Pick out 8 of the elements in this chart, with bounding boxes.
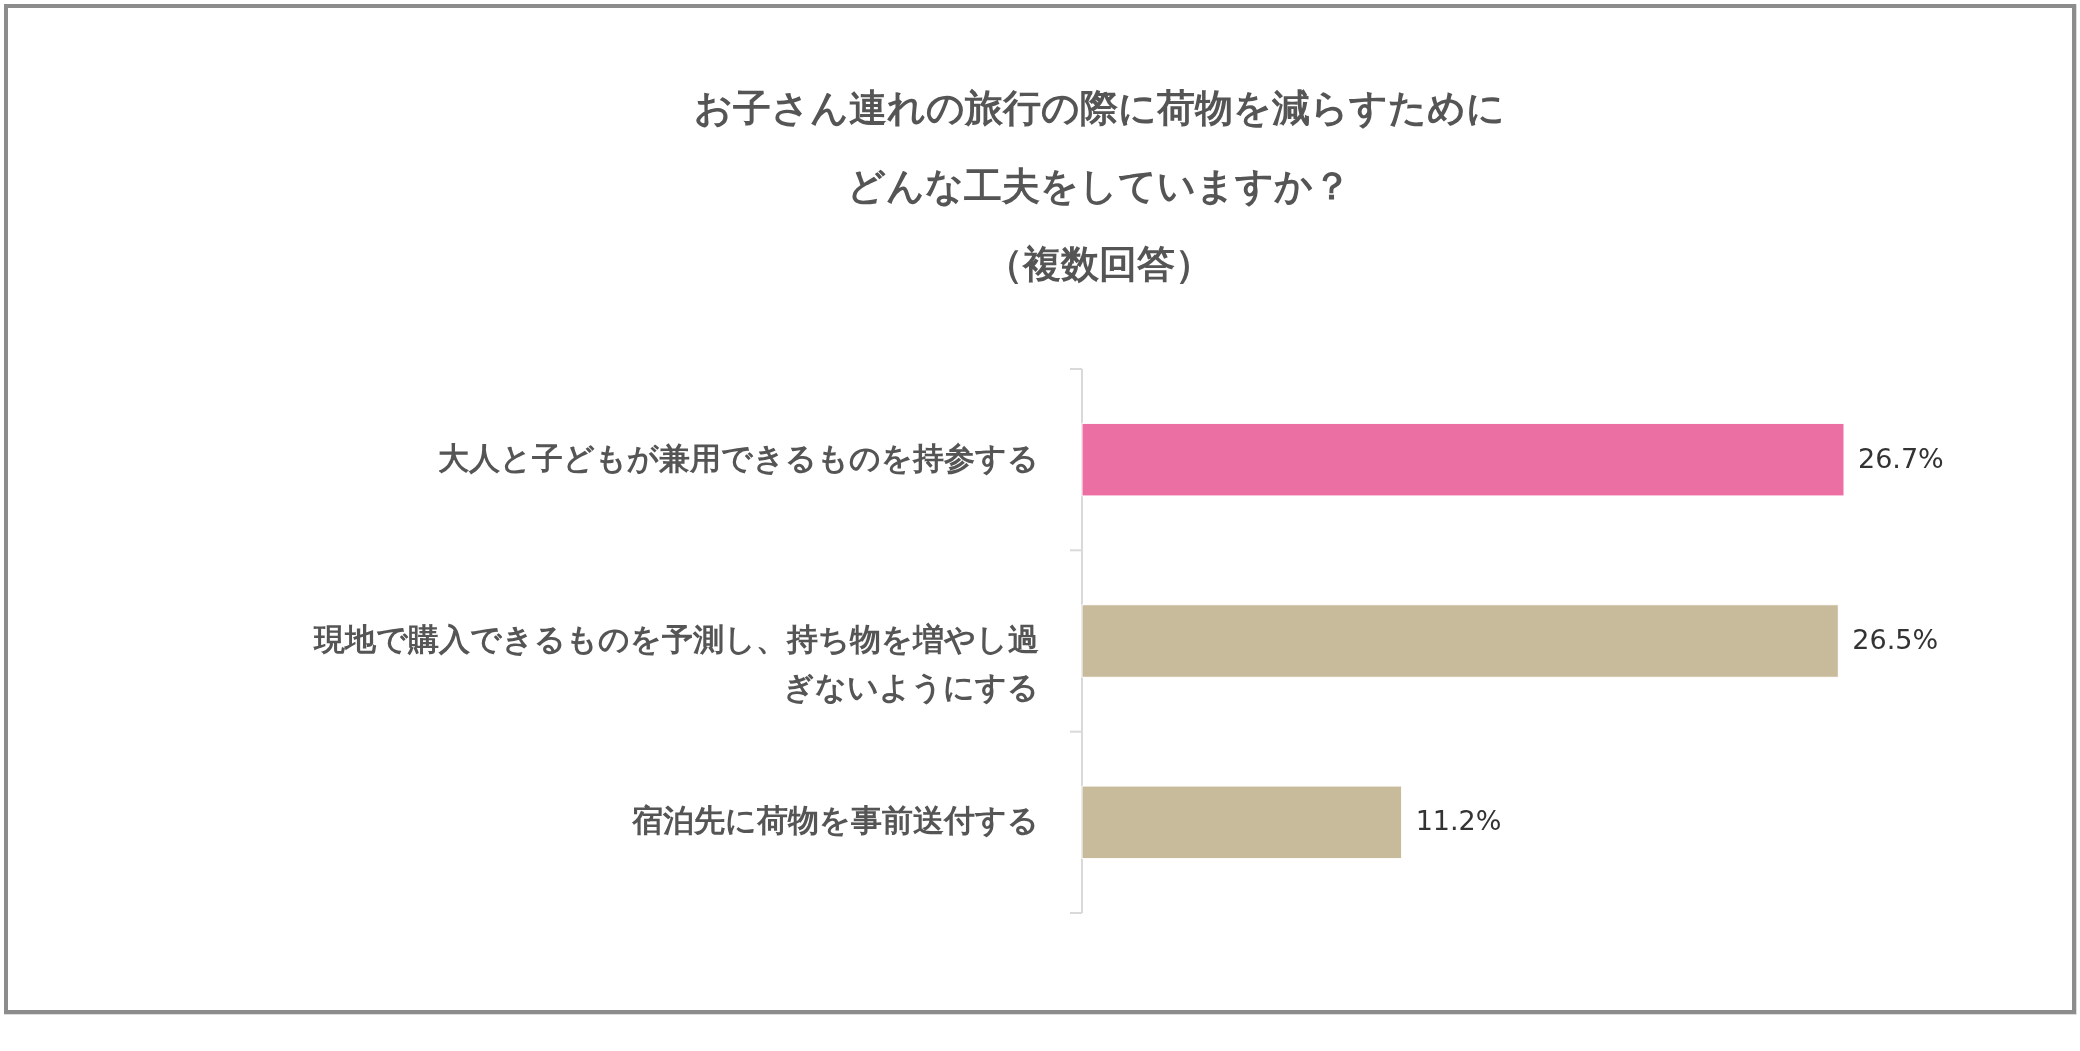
data-label: 26.5% [1852,624,1939,655]
y-tick-label: 大人と子どもが兼用できるものを持参する [438,439,1039,476]
chart-subtitle: （複数回答） [985,242,1213,286]
chart-title: お子さん連れの旅行の際に荷物を減らすためにどんな工夫をしていますか？ [693,86,1505,208]
data-label: 11.2% [1415,805,1502,837]
y-tick-label: 宿泊先に荷物を事前送付する [631,802,1039,839]
y-tick-label: 現地で購入できるものを予測し、持ち物を増やし過ぎないようにする [313,621,1039,705]
data-label: 26.7% [1858,442,1944,474]
